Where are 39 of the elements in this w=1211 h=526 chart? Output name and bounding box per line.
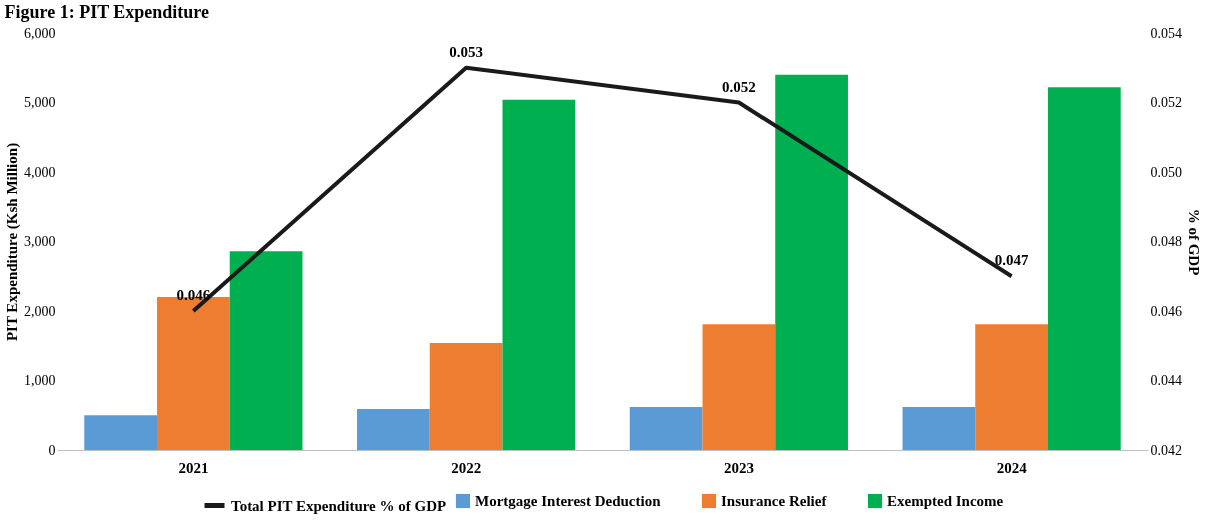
legend-label: Mortgage Interest Deduction	[475, 493, 662, 509]
bar	[229, 251, 303, 450]
y2-axis-title: % of GDP	[1186, 208, 1202, 276]
legend-label: Exempted Income	[887, 493, 1004, 509]
bar	[629, 406, 703, 450]
data-label: 0.047	[994, 252, 1029, 269]
y2-tick-label: 0.042	[1150, 442, 1182, 458]
y2-tick-label: 0.054	[1150, 25, 1182, 41]
y2-tick-label: 0.046	[1150, 303, 1182, 319]
legend-label: Insurance Relief	[721, 493, 828, 509]
y-tick-label: 0	[48, 442, 56, 458]
bar	[975, 324, 1048, 450]
y2-tick-label: 0.052	[1150, 95, 1182, 110]
x-tick-label: 2024	[996, 459, 1028, 476]
y-tick-label: 5,000	[24, 95, 56, 110]
y-tick-label: 4,000	[24, 164, 56, 180]
bar	[357, 409, 430, 450]
bar	[702, 324, 776, 450]
data-label: 0.053	[449, 43, 483, 60]
y-tick-label: 2,000	[24, 303, 56, 319]
y-tick-label: 6,000	[24, 25, 56, 41]
legend-label: Total PIT Expenditure % of GDP	[231, 497, 447, 514]
bar	[502, 99, 576, 450]
bar	[1047, 87, 1121, 450]
y2-tick-label: 0.050	[1150, 164, 1182, 180]
y2-tick-label: 0.048	[1150, 234, 1182, 249]
bar	[775, 74, 848, 450]
bar	[902, 406, 976, 450]
bar	[429, 342, 503, 450]
x-tick-label: 2022	[451, 459, 482, 476]
y-tick-label: 1,000	[24, 373, 56, 388]
y-axis-title: PIT Expenditure (Ksh Million)	[4, 142, 21, 342]
x-tick-label: 2021	[178, 459, 209, 476]
chart-title: Figure 1: PIT Expenditure	[4, 2, 210, 22]
data-label: 0.052	[722, 78, 756, 95]
y2-tick-label: 0.044	[1150, 373, 1182, 388]
bar	[84, 415, 158, 450]
x-tick-label: 2023	[723, 459, 754, 476]
y-tick-label: 3,000	[24, 234, 56, 249]
